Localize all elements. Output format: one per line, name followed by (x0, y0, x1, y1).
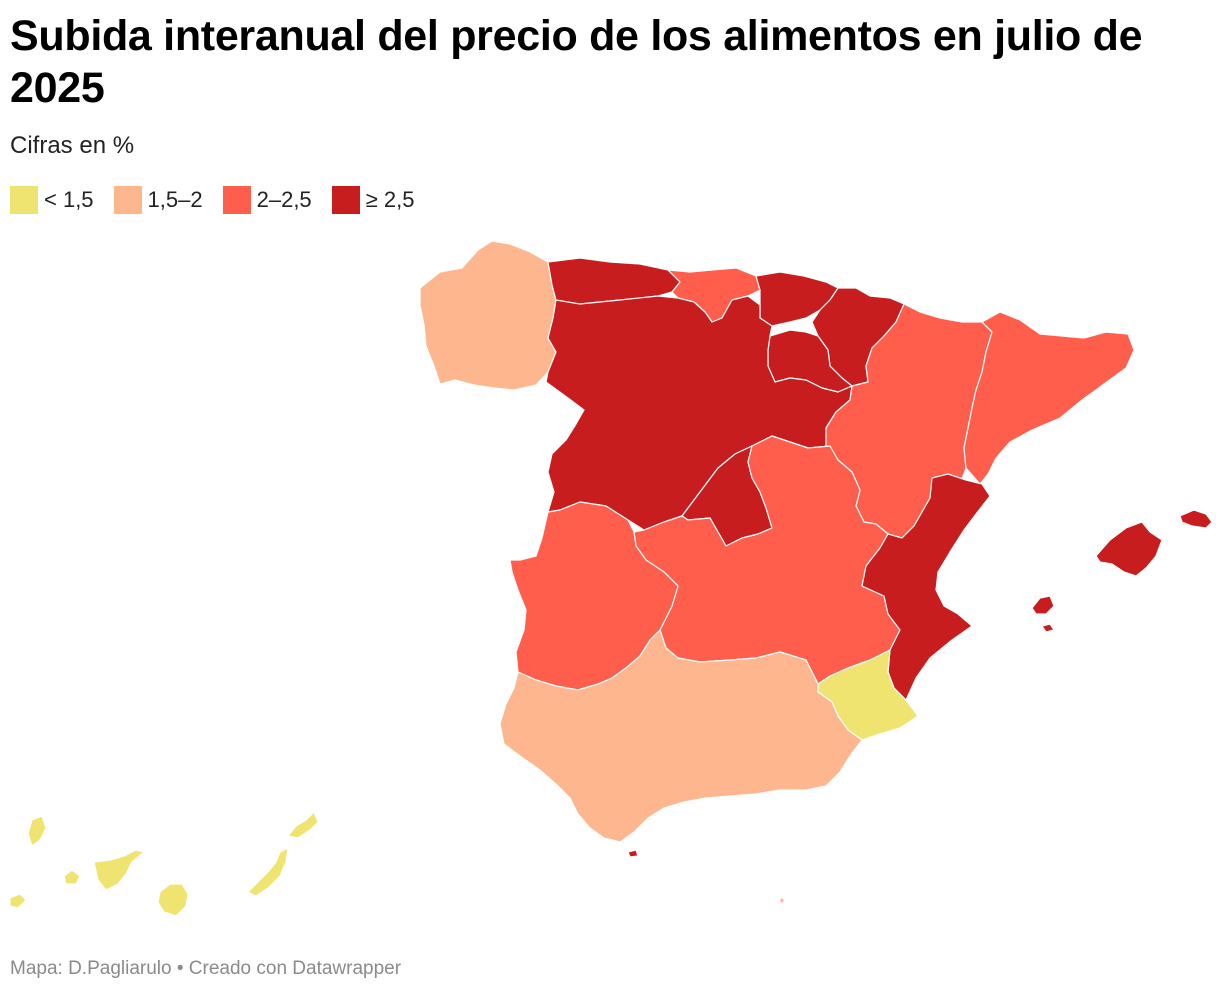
region-canarias-la-palma[interactable] (27, 815, 47, 847)
legend-swatch (331, 186, 360, 214)
region-galicia[interactable] (419, 240, 557, 391)
region-ceuta[interactable] (627, 849, 639, 858)
legend-label: ≥ 2,5 (365, 187, 415, 212)
chart-subtitle: Cifras en % (10, 132, 135, 159)
region-islas-baleares-menorca[interactable] (1179, 509, 1213, 529)
region-canarias-fuerteventura[interactable] (247, 847, 289, 897)
region-islas-baleares-formentera[interactable] (1041, 623, 1055, 633)
region-melilla[interactable] (779, 897, 785, 904)
legend-item-lt-1-5: < 1,5 (10, 186, 94, 214)
legend-label: < 1,5 (44, 187, 94, 212)
legend-item-1-5-2: 1,5–2 (113, 186, 203, 214)
legend-swatch (113, 186, 142, 214)
region-canarias-el-hierro[interactable] (9, 893, 27, 909)
region-canarias-gran-canaria[interactable] (157, 883, 189, 917)
region-canarias-la-gomera[interactable] (63, 869, 81, 885)
region-andalucia[interactable] (499, 629, 863, 843)
region-comunidad-valenciana[interactable] (861, 473, 991, 701)
legend-label: 2–2,5 (256, 187, 312, 212)
legend-item-gte-2-5: ≥ 2,5 (331, 186, 415, 214)
legend-label: 1,5–2 (147, 187, 203, 212)
legend-swatch (222, 186, 251, 214)
region-canarias-lanzarote[interactable] (287, 811, 319, 839)
region-islas-baleares-ibiza[interactable] (1031, 595, 1055, 615)
legend-item-2-2-5: 2–2,5 (222, 186, 312, 214)
region-islas-baleares-mallorca[interactable] (1095, 521, 1163, 577)
region-canarias-tenerife[interactable] (93, 849, 145, 891)
chart-title: Subida interanual del precio de los alim… (10, 12, 1143, 112)
spain-choropleth-map (9, 240, 1213, 917)
legend: < 1,5 1,5–2 2–2,5 ≥ 2,5 (10, 186, 434, 214)
footer-credit: Mapa: D.Pagliarulo • Creado con Datawrap… (10, 958, 402, 979)
region-cataluna[interactable] (963, 311, 1135, 485)
legend-swatch (10, 186, 38, 214)
